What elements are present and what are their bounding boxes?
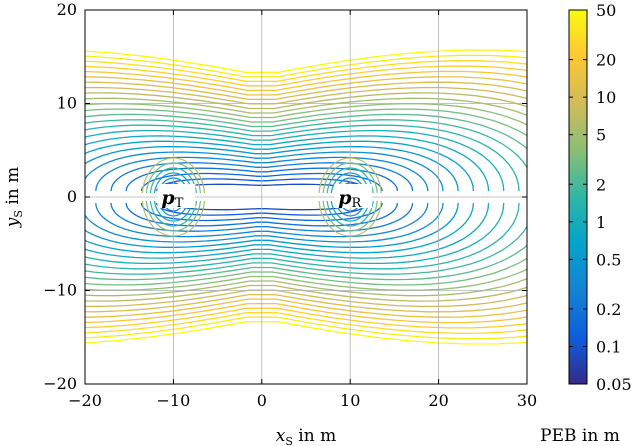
colorbar-tick-label: 2 <box>596 175 606 194</box>
x-tick-label: 0 <box>257 391 267 410</box>
contour-line <box>85 316 527 340</box>
colorbar-ticks: 50 20 10 5 2 1 0.5 0.2 0.1 0.05 <box>569 1 632 394</box>
contour-line <box>85 278 527 297</box>
y-axis-ticks: −20 −10 0 10 20 <box>43 0 527 393</box>
x-tick-label: 20 <box>428 391 448 410</box>
point-labels: pT pR <box>157 184 373 211</box>
x-tick-label: −20 <box>68 391 102 410</box>
x-axis-label: xS in m <box>276 426 336 446</box>
contour-line <box>85 321 527 345</box>
y-axis-label: yS in m <box>3 167 25 228</box>
y-tick-label: 10 <box>57 94 77 113</box>
x-tick-label: −10 <box>157 391 191 410</box>
point-label-bg <box>334 184 373 208</box>
point-label-bg <box>157 184 196 208</box>
colorbar <box>568 9 588 385</box>
y-tick-label: 20 <box>57 0 77 19</box>
contour-line <box>85 54 527 78</box>
contour-line <box>85 97 527 116</box>
contour-line <box>85 60 527 82</box>
colorbar-tick-label: 5 <box>596 126 606 145</box>
colorbar-tick-label: 0.5 <box>596 250 621 269</box>
contour-line <box>85 312 527 334</box>
y-tick-label: −20 <box>43 374 77 393</box>
colorbar-tick-label: 0.1 <box>596 337 621 356</box>
point-label-R: pR <box>338 187 362 211</box>
y-tick-label: −10 <box>43 281 77 300</box>
colorbar-tick-label: 10 <box>596 88 616 107</box>
point-label-T: pT <box>161 187 183 211</box>
contour-line <box>85 49 527 73</box>
y-tick-label: 0 <box>67 187 77 206</box>
colorbar-tick-label: 0.2 <box>596 300 621 319</box>
colorbar-tick-label: 1 <box>596 213 606 232</box>
x-tick-label: 30 <box>517 391 537 410</box>
x-axis-ticks: −20 −10 0 10 20 30 <box>68 10 537 410</box>
colorbar-label: PEB in m <box>540 426 620 446</box>
colorbar-tick-label: 50 <box>596 1 616 20</box>
colorbar-tick-label: 20 <box>596 51 616 70</box>
x-tick-label: 10 <box>340 391 360 410</box>
colorbar-tick-label: 0.05 <box>596 375 632 394</box>
